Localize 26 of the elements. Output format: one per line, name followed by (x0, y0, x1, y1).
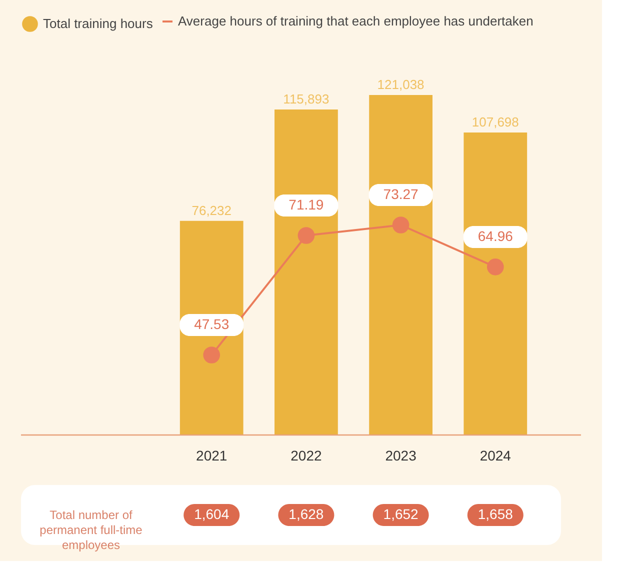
data-label: 76,232 (192, 202, 232, 218)
text: 1,652 (383, 506, 419, 522)
data-label: 107,698 (472, 114, 519, 130)
text: Total number of permanent full-time employees (40, 508, 143, 552)
text: 1,628 (288, 506, 324, 522)
data-label: 115,893 (283, 91, 330, 106)
data-label: 47.53 (194, 316, 230, 332)
bar (464, 132, 528, 435)
text: 1,604 (194, 506, 230, 522)
data-label: 121,038 (377, 77, 424, 92)
data-label: 73.27 (383, 186, 419, 202)
x-tick-label: 2021 (196, 448, 228, 464)
point (298, 227, 315, 244)
legend-label: Total training hours (43, 16, 154, 31)
data-label: 64.96 (478, 228, 514, 244)
data-label: 71.19 (288, 196, 324, 213)
point (392, 216, 410, 234)
x-tick-label: 2024 (480, 448, 512, 464)
x-tick-label: 2022 (290, 448, 322, 464)
bar (274, 109, 338, 435)
legend-label: Average hours of training that each employee has undertaken (178, 14, 534, 28)
point (203, 346, 220, 364)
point (486, 258, 504, 276)
x-tick-label: 2023 (385, 448, 417, 464)
text: 1,658 (478, 506, 514, 522)
bar (369, 95, 432, 435)
